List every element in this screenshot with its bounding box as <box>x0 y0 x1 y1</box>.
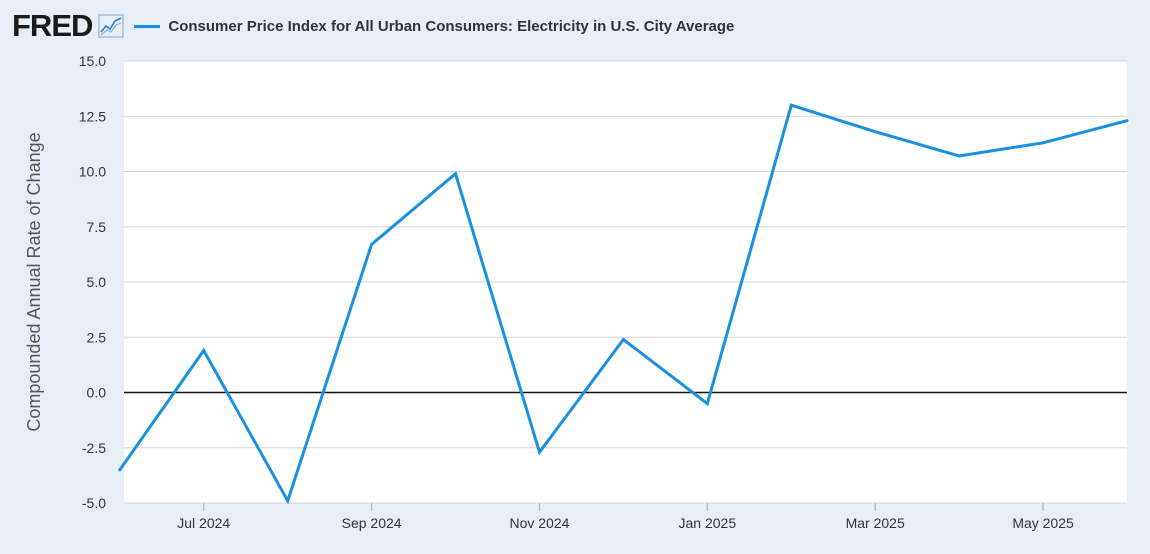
data-point <box>286 499 290 503</box>
data-point <box>202 349 206 353</box>
x-tick-label: Mar 2025 <box>846 515 905 531</box>
x-tick-label: Jul 2024 <box>177 515 230 531</box>
data-point <box>873 130 877 134</box>
y-tick-label: -2.5 <box>82 440 106 456</box>
data-points <box>118 103 1129 503</box>
y-axis-ticks: -5.0 -2.5 0.0 2.5 5.0 7.5 10.0 12.5 15.0 <box>79 53 106 511</box>
data-point <box>370 242 374 246</box>
y-tick-label: 10.0 <box>79 164 106 180</box>
y-tick-label: 0.0 <box>87 385 107 401</box>
data-point <box>705 402 709 406</box>
y-tick-label: 15.0 <box>79 53 106 69</box>
data-point <box>1125 119 1129 123</box>
chart-header: FRED Consumer Price Index for All Urban … <box>12 10 734 42</box>
x-tick-label: Nov 2024 <box>509 515 569 531</box>
legend-swatch <box>134 24 161 28</box>
y-tick-label: 5.0 <box>87 274 107 290</box>
grid-lines <box>124 60 1127 504</box>
x-tick-label: Jan 2025 <box>679 515 737 531</box>
fred-logo[interactable]: FRED <box>12 8 93 43</box>
data-point <box>621 337 625 341</box>
data-point <box>537 450 541 454</box>
data-point <box>957 154 961 158</box>
y-tick-label: 7.5 <box>87 219 107 235</box>
data-point <box>789 103 793 107</box>
x-tick-label: May 2025 <box>1012 515 1074 531</box>
y-tick-label: 2.5 <box>87 329 107 345</box>
x-axis-ticks: Jul 2024 Sep 2024 Nov 2024 Jan 2025 Mar 2025… <box>177 503 1074 531</box>
data-point <box>118 468 122 472</box>
data-point <box>1041 141 1045 145</box>
y-axis-label: Compounded Annual Rate of Change <box>24 132 44 431</box>
legend-label: Consumer Price Index for All Urban Consu… <box>168 17 735 35</box>
x-tick-label: Sep 2024 <box>342 515 402 531</box>
line-graph-icon <box>98 14 124 38</box>
data-point <box>454 172 458 176</box>
y-tick-label: 12.5 <box>79 108 106 124</box>
y-tick-label: -5.0 <box>82 495 106 511</box>
